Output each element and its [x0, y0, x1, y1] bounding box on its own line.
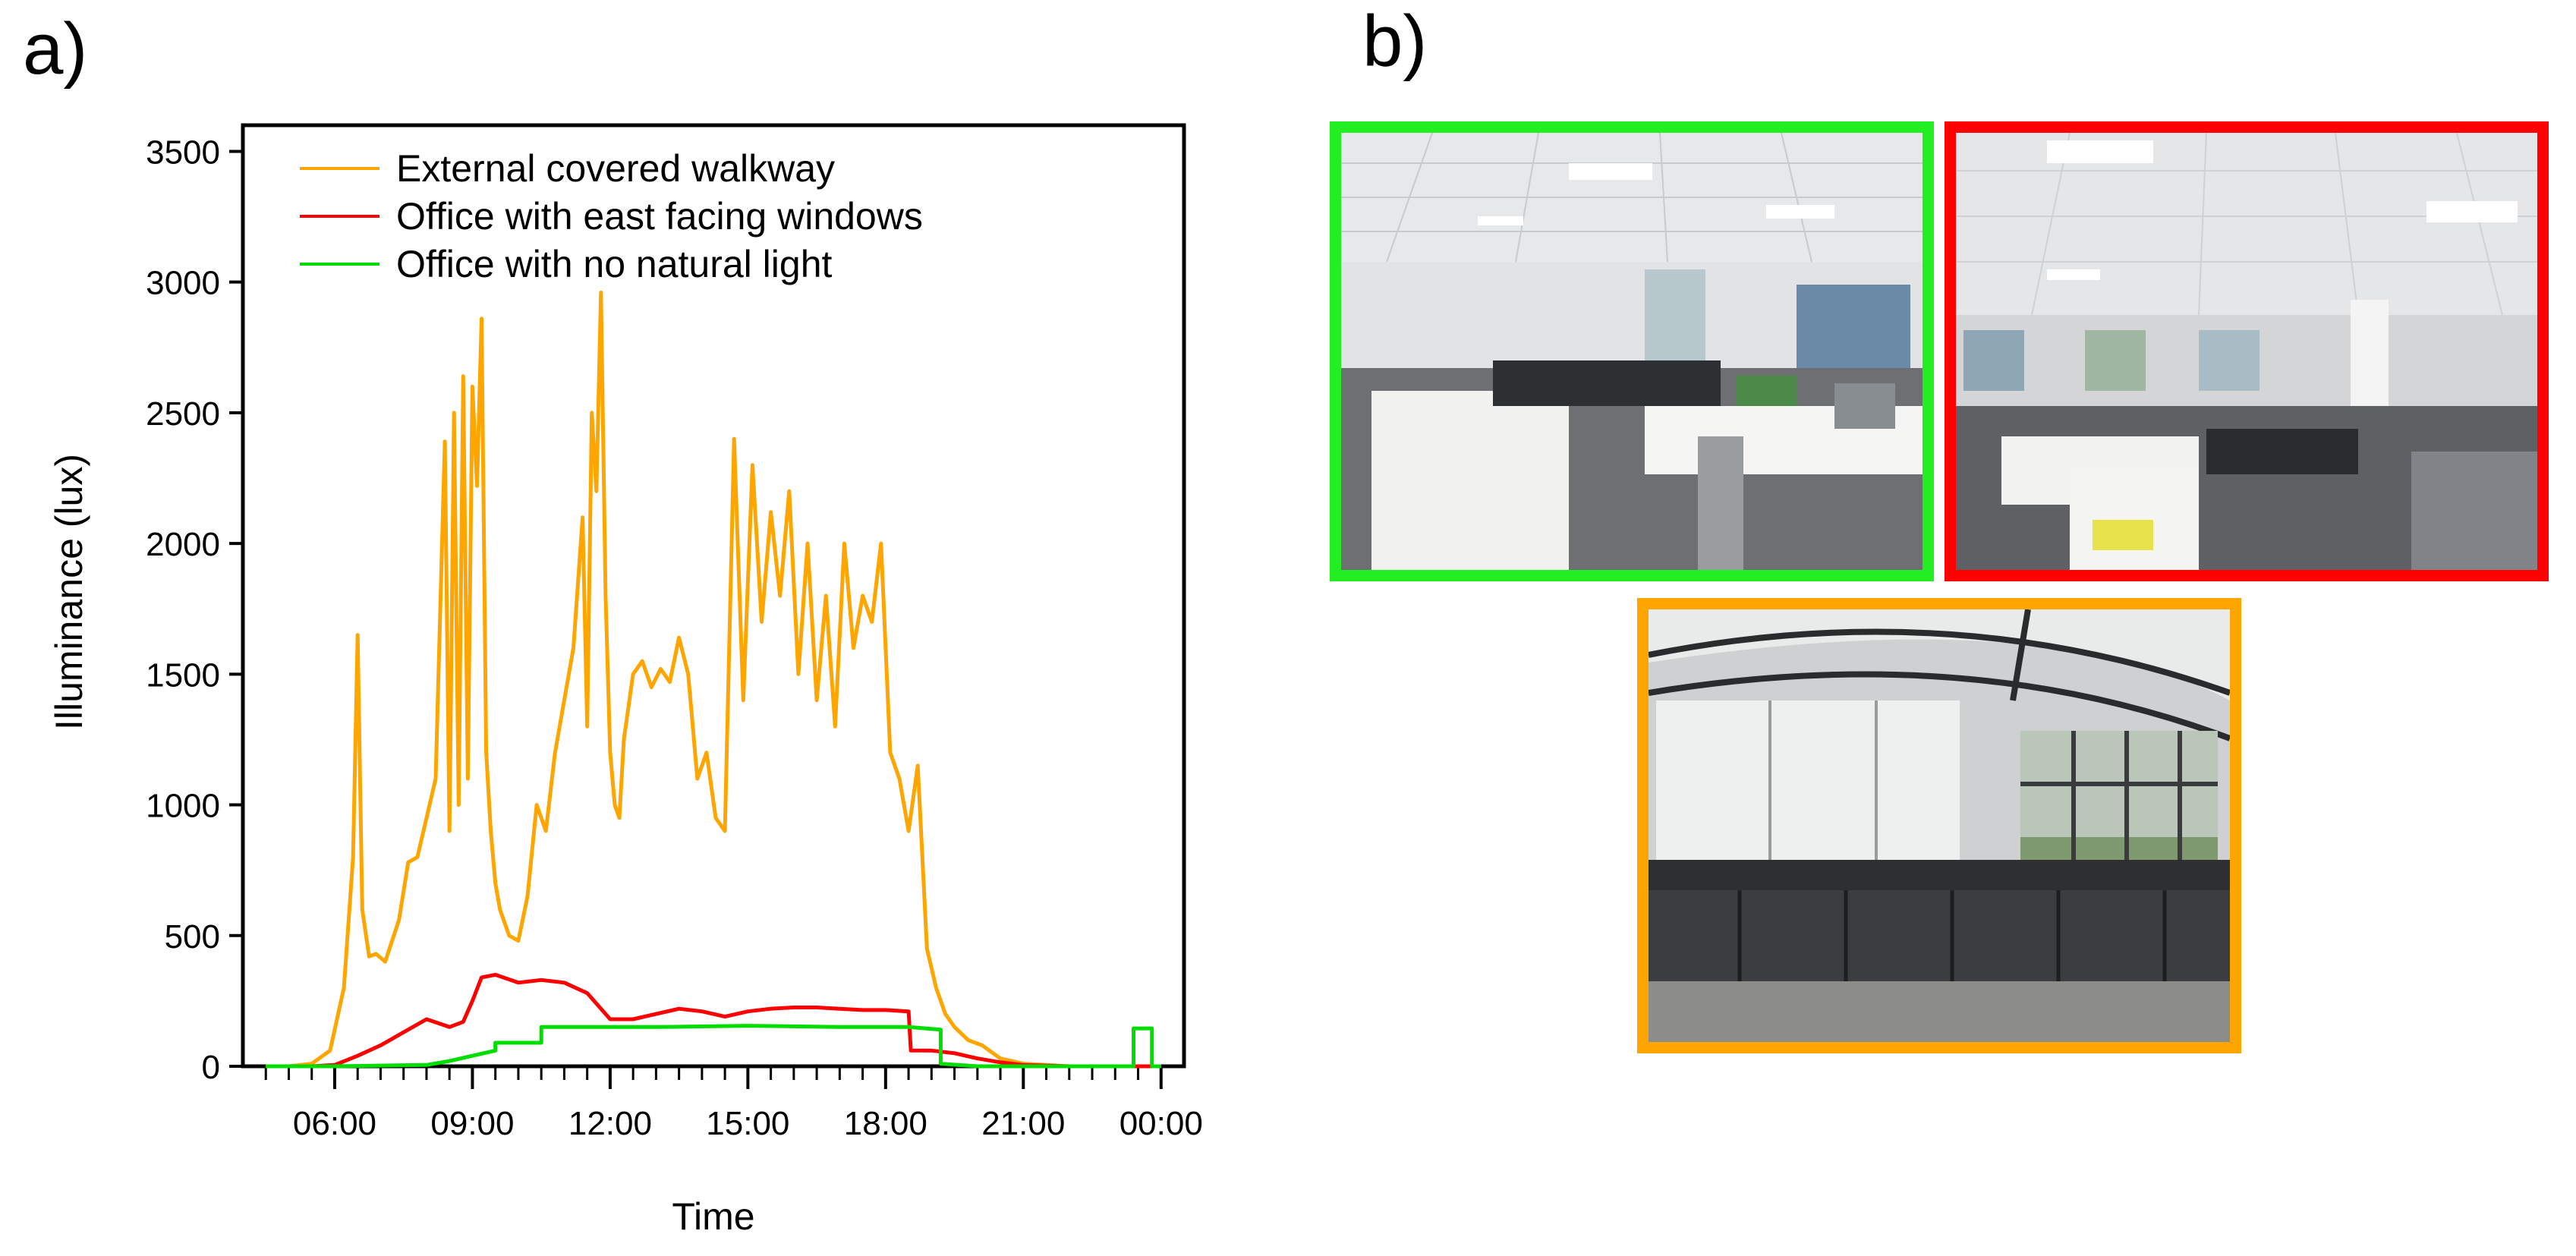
office-east-windows-illustration — [1956, 133, 2537, 570]
x-tick-label: 12:00 — [568, 1105, 652, 1142]
y-tick-label: 2000 — [146, 526, 220, 563]
series-line-2 — [266, 1024, 1161, 1069]
y-tick-label: 500 — [165, 918, 220, 955]
office-no-light-illustration — [1341, 133, 1923, 570]
series-layer — [266, 290, 1161, 1069]
x-tick-label: 15:00 — [706, 1105, 789, 1142]
x-tick-label: 00:00 — [1120, 1105, 1203, 1142]
photo-office-no-natural-light — [1330, 121, 1934, 581]
plot-frame — [241, 123, 1186, 1069]
legend-entry: Office with east facing windows — [396, 195, 923, 238]
panel-b-label: b) — [1362, 1, 1428, 82]
y-tick-label: 1500 — [146, 656, 220, 694]
y-tick-label: 3500 — [146, 134, 220, 171]
x-tick-label: 21:00 — [981, 1105, 1065, 1142]
y-tick-label: 3000 — [146, 265, 220, 302]
walkway-illustration — [1649, 609, 2230, 1042]
photo-office-east-windows — [1945, 121, 2549, 581]
y-tick-label: 0 — [202, 1049, 220, 1086]
series-line-0 — [266, 290, 1161, 1069]
x-tick-label: 06:00 — [293, 1105, 376, 1142]
illuminance-line-chart: 0 500 1000 1500 2000 2500 3000 3500 06:00 09:00 1… — [48, 123, 1203, 1238]
legend: External covered walkway Office with east… — [300, 147, 923, 285]
x-axis-label: Time — [672, 1195, 754, 1238]
photo-external-covered-walkway — [1637, 598, 2241, 1053]
legend-entry: External covered walkway — [396, 147, 835, 190]
y-axis-label: Illuminance (lux) — [48, 454, 90, 730]
x-tick-label: 09:00 — [430, 1105, 514, 1142]
legend-entry: Office with no natural light — [396, 243, 832, 285]
series-line-1 — [266, 972, 1161, 1069]
y-tick-label: 2500 — [146, 395, 220, 433]
y-tick-label: 1000 — [146, 788, 220, 825]
x-axis: 06:00 09:00 12:00 15:00 18:00 21:00 00:00 — [264, 1066, 1203, 1142]
y-axis: 0 500 1000 1500 2000 2500 3000 3500 — [146, 134, 243, 1086]
x-tick-label: 18:00 — [844, 1105, 927, 1142]
panel-a-label: a) — [23, 8, 88, 90]
